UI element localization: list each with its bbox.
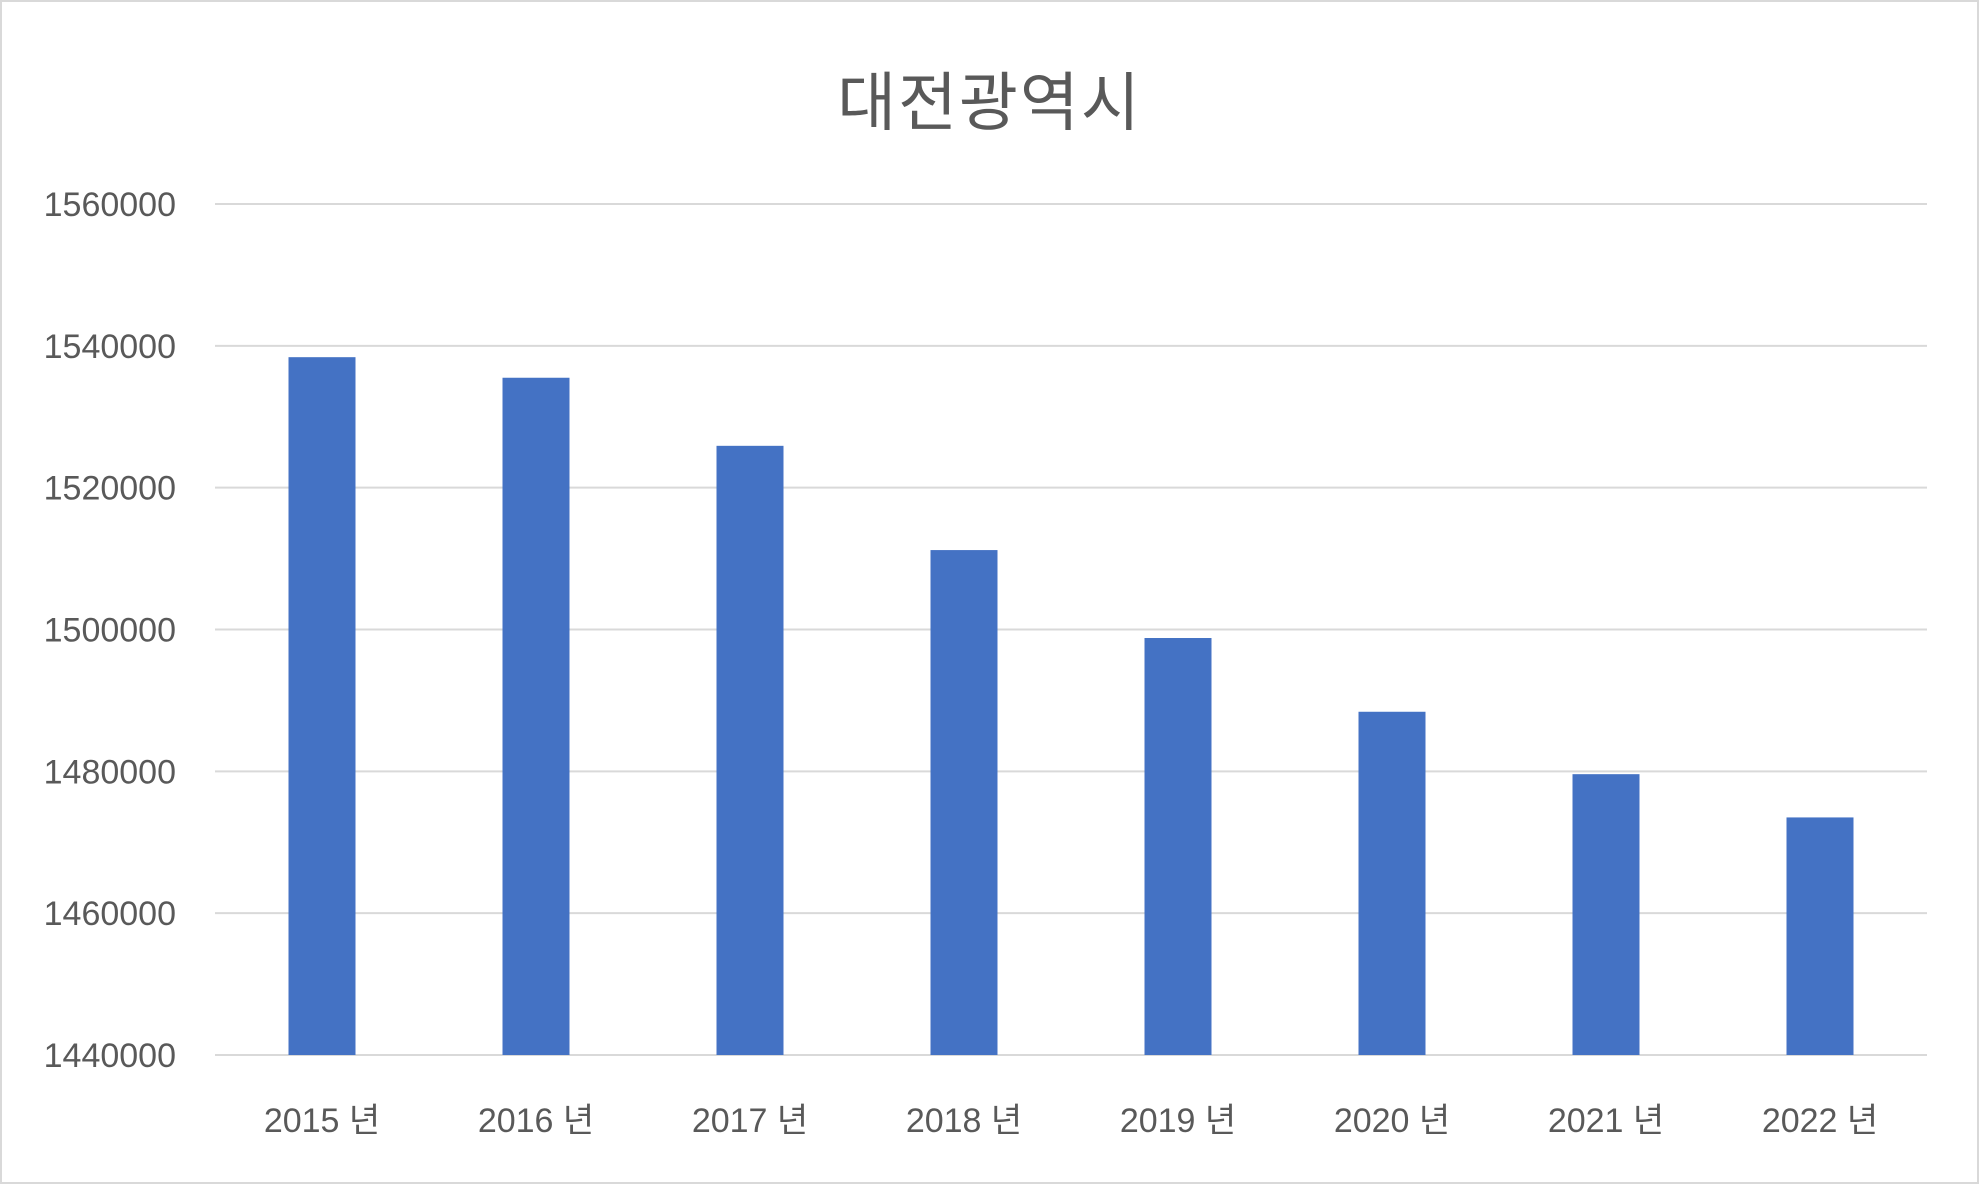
x-tick-label: 2016 년: [478, 1102, 594, 1140]
x-axis-ticks: 2015 년 2016 년 2017 년 2018 년 2019 년 2020 년 2021…: [264, 1102, 1878, 1140]
y-tick-label: 1560000: [44, 186, 176, 224]
y-tick-label: 1540000: [44, 328, 176, 366]
x-tick-label: 2021 년: [1548, 1102, 1664, 1140]
bar: [1786, 817, 1854, 1055]
bar: [930, 550, 998, 1055]
bars: [288, 357, 1854, 1056]
x-tick-label: 2022 년: [1762, 1102, 1878, 1140]
bar: [1144, 638, 1212, 1055]
y-tick-label: 1460000: [44, 895, 176, 933]
chart-title: 대전광역시: [837, 67, 1142, 141]
x-tick-label: 2015 년: [264, 1102, 380, 1140]
y-tick-label: 1500000: [44, 612, 176, 650]
y-axis-ticks: 1440000 1460000 1480000 1500000 1520000 15400…: [44, 186, 176, 1075]
bar: [1358, 711, 1426, 1055]
bar: [502, 377, 570, 1055]
y-tick-label: 1440000: [44, 1037, 176, 1075]
grid-lines: [215, 203, 1927, 1056]
bar: [716, 445, 784, 1056]
x-tick-label: 2018 년: [906, 1102, 1022, 1140]
y-tick-label: 1520000: [44, 470, 176, 508]
x-tick-label: 2020 년: [1334, 1102, 1450, 1140]
y-tick-label: 1480000: [44, 753, 176, 791]
bar: [1572, 774, 1640, 1055]
x-tick-label: 2017 년: [692, 1102, 808, 1140]
x-tick-label: 2019 년: [1120, 1102, 1236, 1140]
bar: [288, 357, 356, 1055]
